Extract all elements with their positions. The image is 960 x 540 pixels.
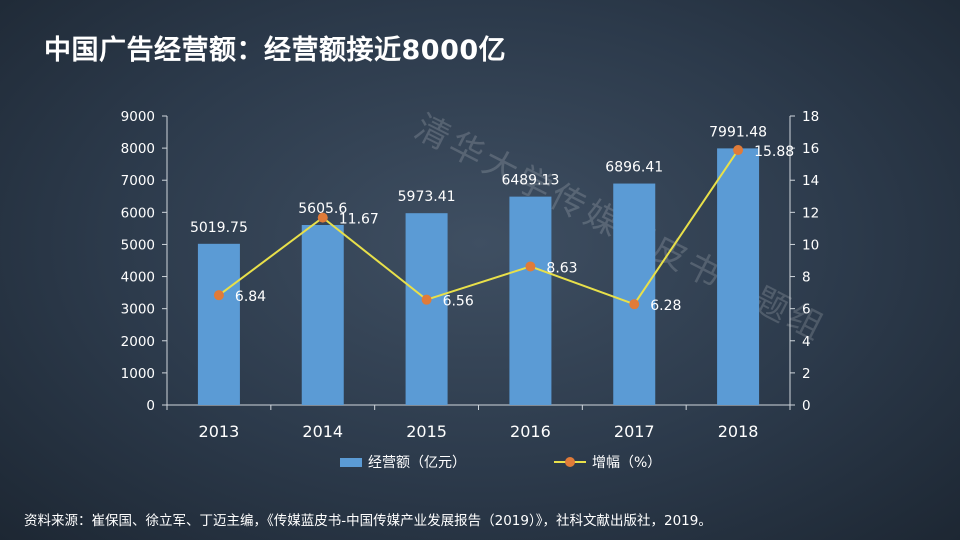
legend-bar-swatch [340, 457, 362, 467]
bar-data-label: 7991.48 [709, 124, 767, 140]
line-point [213, 290, 224, 301]
y-left-tick-label: 0 [146, 398, 155, 414]
legend-item-line: 增幅（%） [554, 452, 661, 472]
y-right-tick-label: 4 [802, 334, 811, 350]
line-point [733, 145, 744, 156]
line-data-label: 11.67 [339, 212, 379, 228]
y-right-tick-label: 18 [802, 109, 819, 125]
legend-line-label: 增幅（%） [592, 455, 662, 471]
legend-bar-label: 经营额（亿元） [368, 455, 466, 471]
bar [613, 183, 656, 405]
legend-item-bar: 经营额（亿元） [340, 452, 466, 472]
line-data-label: 6.84 [235, 289, 266, 305]
line-point [317, 212, 328, 223]
bar-data-label: 6896.41 [605, 160, 663, 176]
bar-data-label: 5019.75 [190, 220, 248, 236]
y-left-tick-label: 4000 [121, 270, 155, 286]
bar-data-label: 5605.6 [298, 201, 347, 217]
y-left-tick-label: 5000 [121, 237, 155, 253]
y-right-tick-label: 12 [802, 205, 819, 221]
bar [301, 224, 344, 405]
y-right-tick-label: 2 [802, 366, 811, 382]
y-left-tick-label: 7000 [121, 173, 155, 189]
x-tick-label: 2017 [614, 422, 655, 441]
x-tick-label: 2014 [302, 422, 343, 441]
bar [405, 213, 448, 405]
line-data-label: 15.88 [754, 144, 794, 160]
growth-line [218, 149, 739, 306]
y-right-tick-label: 10 [802, 237, 819, 253]
y-right-tick-label: 0 [802, 398, 811, 414]
chart-legend: 经营额（亿元） 增幅（%） [340, 452, 749, 472]
y-left-tick-label: 1000 [121, 366, 155, 382]
y-left-tick-label: 9000 [121, 109, 155, 125]
x-tick-label: 2013 [199, 422, 240, 441]
line-data-label: 6.28 [650, 298, 681, 314]
line-data-label: 8.63 [546, 260, 577, 276]
line-point [421, 294, 432, 305]
y-left-tick-label: 8000 [121, 141, 155, 157]
x-tick-label: 2015 [406, 422, 447, 441]
x-tick-label: 2016 [510, 422, 551, 441]
source-note: 资料来源：崔保国、徐立军、丁迈主编，《传媒蓝皮书-中国传媒产业发展报告（2019… [24, 513, 712, 529]
bar [717, 148, 760, 405]
line-point [629, 299, 640, 310]
y-right-tick-label: 16 [802, 141, 819, 157]
y-left-tick-label: 6000 [121, 205, 155, 221]
bar-data-label: 5973.41 [398, 189, 456, 205]
y-right-tick-label: 14 [802, 173, 819, 189]
line-point [525, 261, 536, 272]
y-right-tick-label: 6 [802, 302, 811, 318]
y-right-tick-label: 8 [802, 270, 811, 286]
y-left-tick-label: 3000 [121, 302, 155, 318]
chart-title: 中国广告经营额：经营额接近8000亿 [44, 35, 507, 66]
legend-line-swatch [554, 457, 586, 467]
line-data-label: 6.56 [443, 294, 474, 310]
bar [197, 243, 240, 405]
bar-data-label: 6489.13 [501, 173, 559, 189]
bar [509, 196, 552, 405]
x-tick-label: 2018 [718, 422, 759, 441]
y-left-tick-label: 2000 [121, 334, 155, 350]
